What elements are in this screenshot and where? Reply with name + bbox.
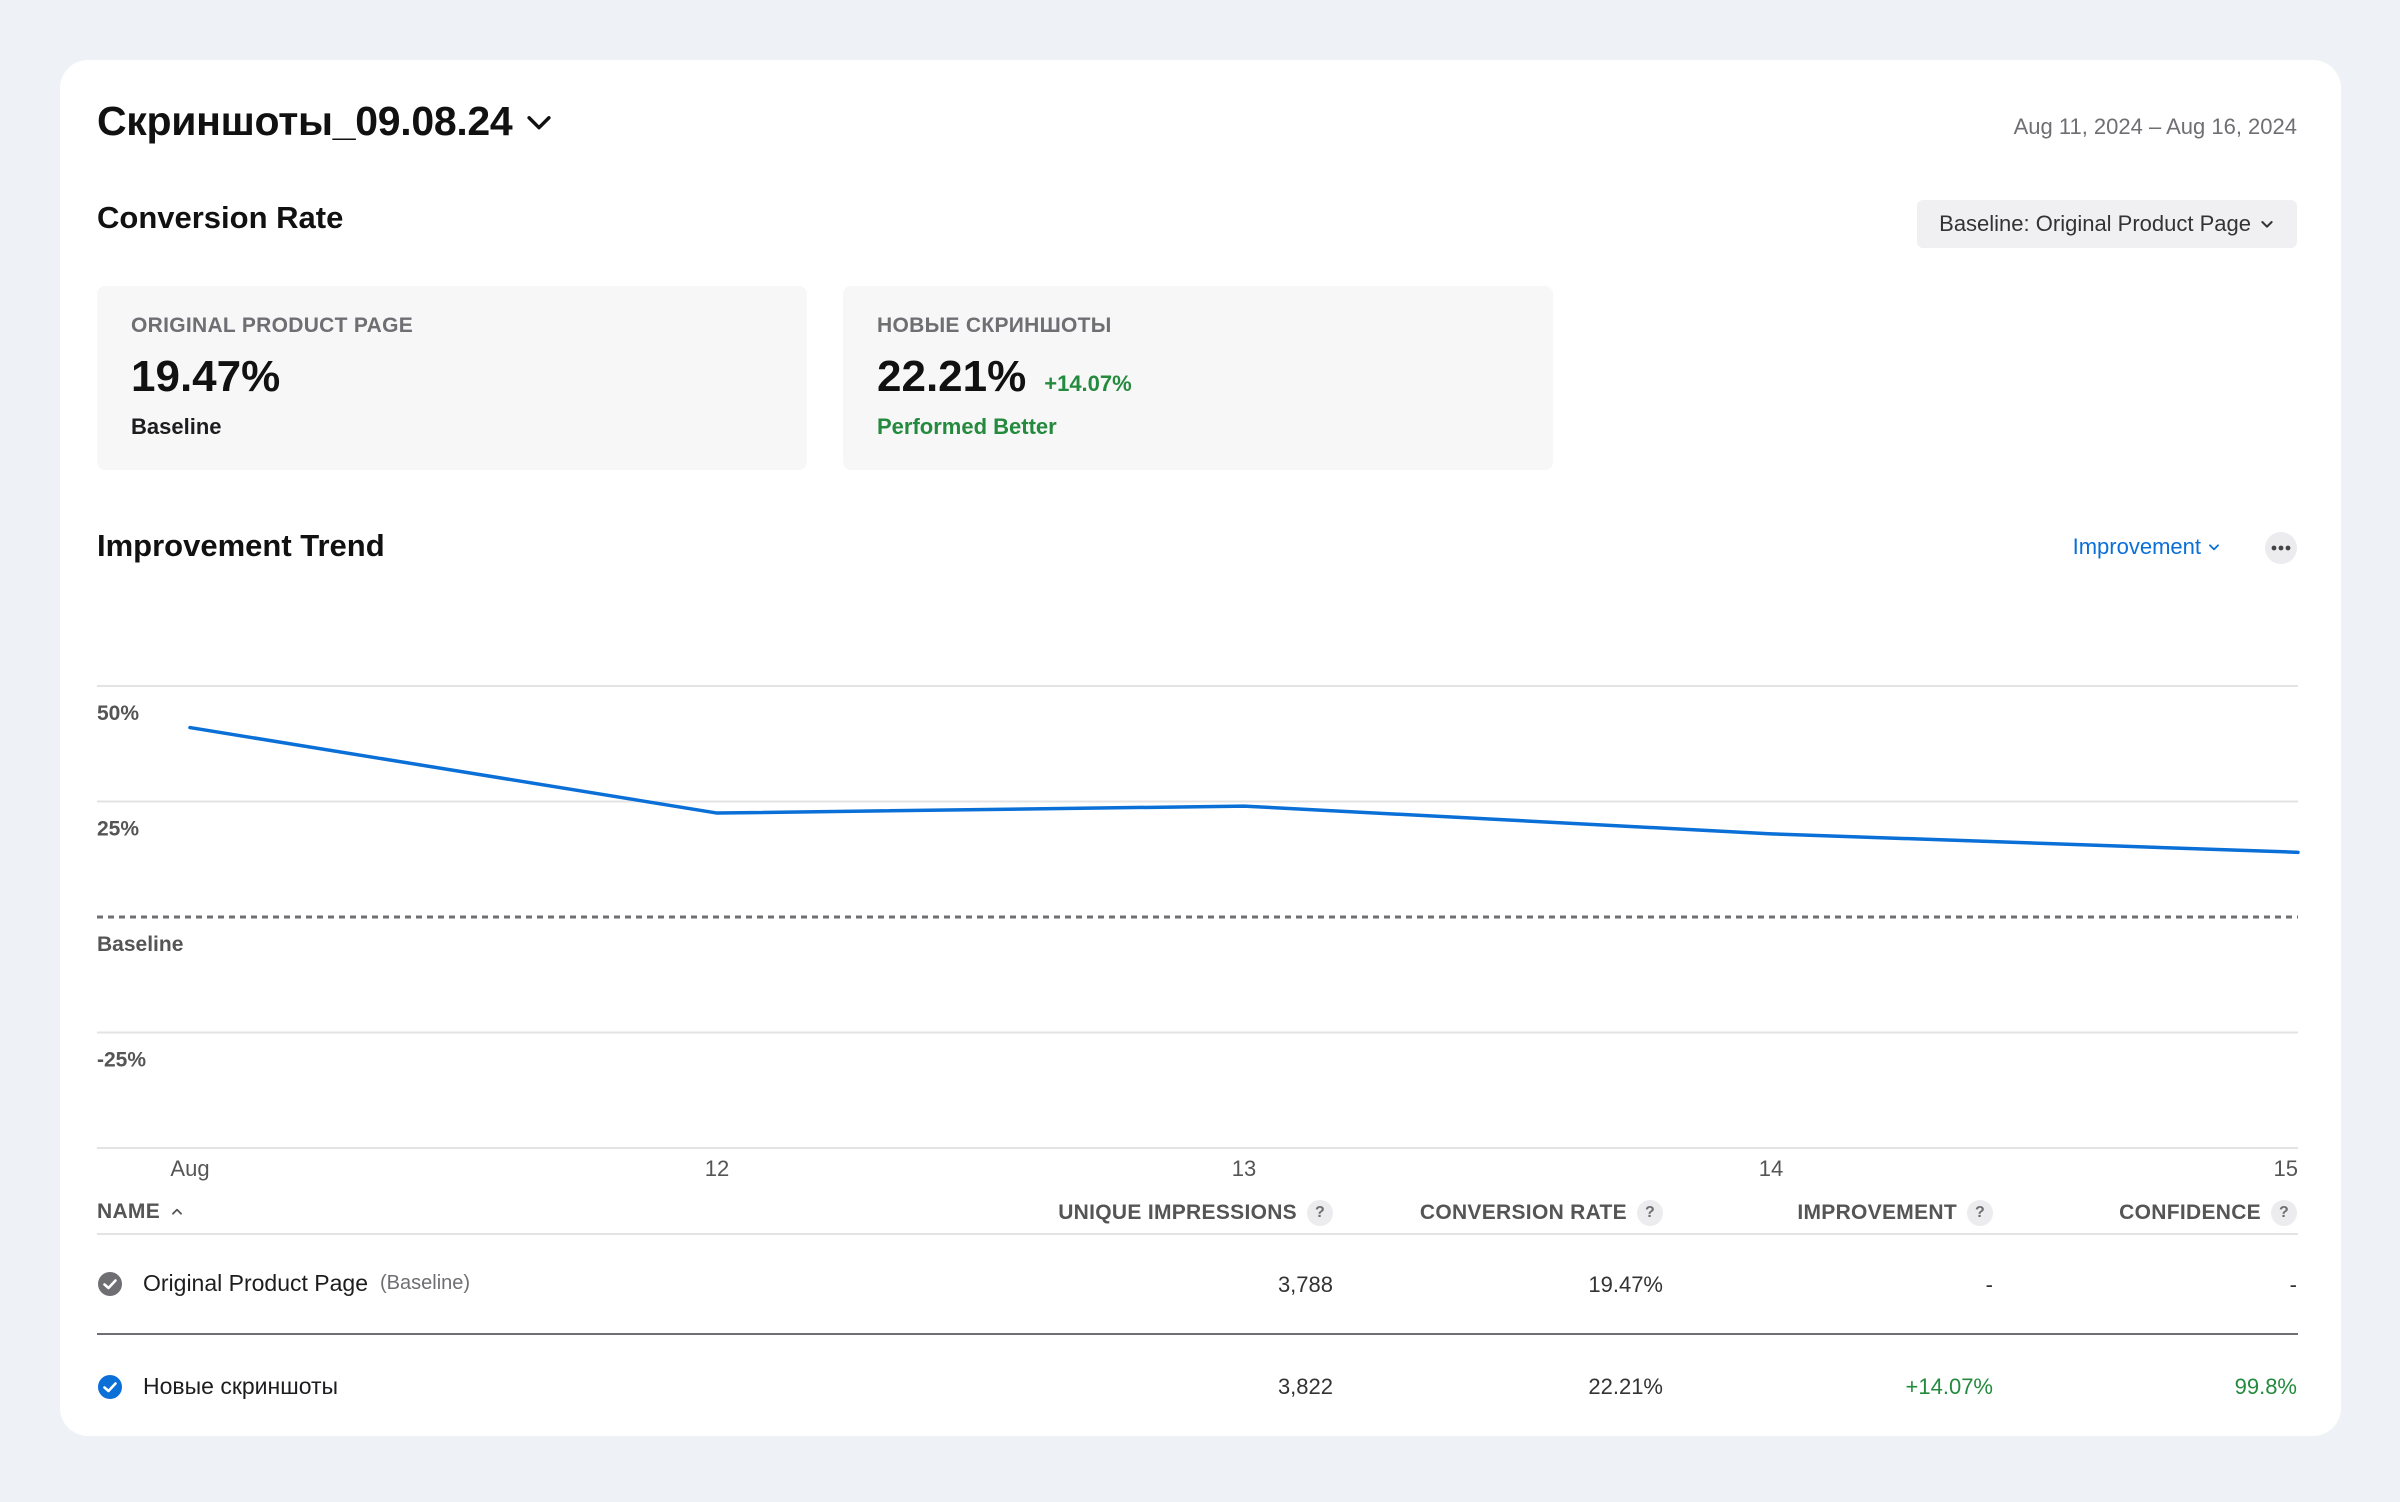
- chevron-down-icon: [527, 115, 552, 129]
- data-point: [2296, 850, 2300, 854]
- y-tick-label: 25%: [97, 818, 139, 841]
- cell-impressions: 3,788: [1277, 1272, 1333, 1297]
- check-circle-icon: [98, 1374, 122, 1399]
- metric-card-original: ORIGINAL PRODUCT PAGE 19.47% Baseline: [97, 286, 807, 470]
- y-tick-label: 50%: [97, 702, 139, 725]
- row-divider: [97, 1333, 2298, 1335]
- help-icon[interactable]: ?: [2271, 1200, 2297, 1226]
- cell-confidence: -: [2289, 1272, 2297, 1297]
- data-point: [188, 726, 192, 730]
- column-header-label: IMPROVEMENT: [1797, 1201, 1957, 1224]
- baseline-select[interactable]: Baseline: Original Product Page: [1917, 200, 2297, 248]
- y-tick-label: Baseline: [97, 933, 183, 956]
- column-header-label: NAME: [97, 1200, 161, 1223]
- baseline-select-label: Baseline: Original Product Page: [1939, 211, 2251, 236]
- help-icon[interactable]: ?: [1307, 1200, 1333, 1226]
- experiment-title-dropdown[interactable]: Скриншоты_09.08.24: [97, 98, 556, 145]
- column-header-label: UNIQUE IMPRESSIONS: [1058, 1201, 1297, 1224]
- table-row-original[interactable]: Original Product Page (Baseline): [97, 1270, 470, 1297]
- trend-metric-label: Improvement: [2072, 534, 2201, 559]
- metric-delta: +14.07%: [1044, 371, 1132, 396]
- chevron-up-icon: [172, 1208, 182, 1215]
- metric-value: 19.47%: [131, 352, 281, 401]
- column-header-label: CONVERSION RATE: [1419, 1201, 1627, 1224]
- table-row-new-screenshots[interactable]: Новые скриншоты: [97, 1373, 338, 1400]
- x-tick-label: 15: [2274, 1156, 2298, 1181]
- column-header-improvement[interactable]: IMPROVEMENT ?: [1797, 1200, 1993, 1226]
- help-icon[interactable]: ?: [1967, 1200, 1993, 1226]
- row-name: Original Product Page: [143, 1270, 369, 1296]
- column-header-confidence[interactable]: CONFIDENCE ?: [2119, 1200, 2297, 1226]
- metric-value: 22.21%: [877, 352, 1027, 401]
- metric-status: Baseline: [131, 414, 222, 439]
- improvement-trend-chart: 50% 25% Baseline -25% Aug 12 13 14 15: [97, 685, 2300, 1181]
- cell-impressions: 3,822: [1277, 1374, 1333, 1399]
- x-tick-label: 12: [705, 1156, 729, 1181]
- cell-improvement: -: [1985, 1272, 1993, 1297]
- data-point: [1242, 804, 1246, 808]
- more-options-button[interactable]: [2265, 532, 2297, 564]
- date-range: Aug 11, 2024 – Aug 16, 2024: [2013, 114, 2297, 139]
- cell-improvement: +14.07%: [1905, 1374, 1993, 1399]
- cell-confidence: 99.8%: [2234, 1374, 2297, 1399]
- column-header-conversion[interactable]: CONVERSION RATE ?: [1420, 1200, 1663, 1226]
- conversion-rate-title: Conversion Rate: [97, 200, 344, 235]
- column-header-label: CONFIDENCE: [2119, 1201, 2261, 1224]
- metric-card-new-screenshots: НОВЫЕ СКРИНШОТЫ 22.21% +14.07% Performed…: [843, 286, 1553, 470]
- help-icon[interactable]: ?: [1637, 1200, 1663, 1226]
- trend-metric-select[interactable]: Improvement: [2073, 534, 2221, 560]
- baseline-tag: (Baseline): [380, 1272, 471, 1294]
- data-point: [715, 811, 719, 815]
- cell-conversion: 22.21%: [1588, 1374, 1663, 1399]
- ellipsis-icon: [2271, 545, 2291, 551]
- y-tick-label: -25%: [97, 1049, 146, 1072]
- metric-label: ORIGINAL PRODUCT PAGE: [131, 314, 414, 337]
- table-header-divider: [97, 1233, 2298, 1235]
- experiment-title: Скриншоты_09.08.24: [97, 98, 513, 144]
- series-line: [188, 725, 2300, 855]
- x-tick-label: 13: [1232, 1156, 1256, 1181]
- chevron-down-icon: [2261, 221, 2273, 228]
- row-name: Новые скриншоты: [143, 1373, 339, 1399]
- metric-status: Performed Better: [877, 414, 1057, 439]
- column-header-name[interactable]: NAME: [97, 1200, 184, 1224]
- improvement-trend-title: Improvement Trend: [97, 528, 385, 563]
- experiment-card: Скриншоты_09.08.24 Aug 11, 2024 – Aug 16…: [60, 60, 2341, 1436]
- metric-label: НОВЫЕ СКРИНШОТЫ: [877, 314, 1112, 337]
- data-point: [1769, 832, 1773, 836]
- cell-conversion: 19.47%: [1588, 1272, 1663, 1297]
- column-header-impressions[interactable]: UNIQUE IMPRESSIONS ?: [1058, 1200, 1333, 1226]
- check-circle-icon: [98, 1271, 122, 1296]
- x-tick-label: 14: [1759, 1156, 1783, 1181]
- chevron-down-icon: [2209, 544, 2219, 551]
- x-tick-label: Aug: [170, 1156, 209, 1181]
